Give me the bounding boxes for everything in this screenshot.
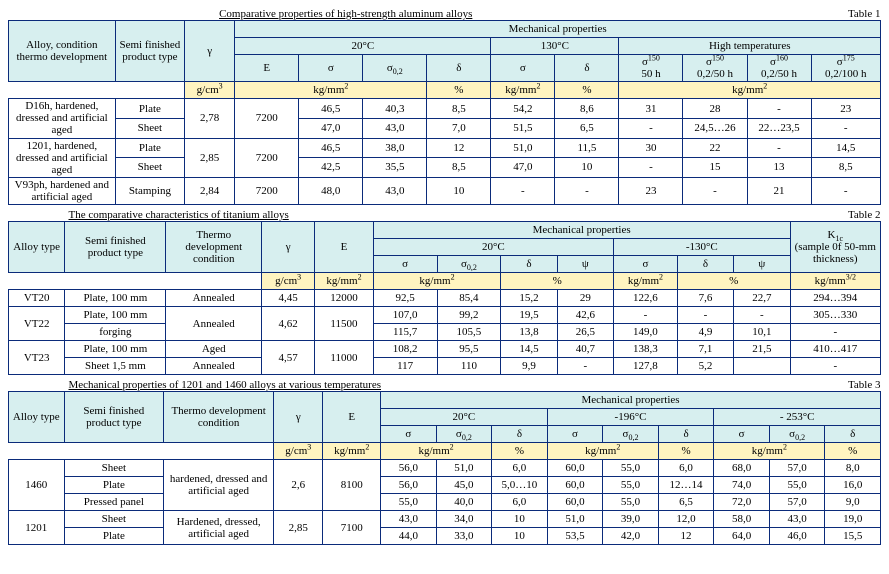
- h2-tm130: -130°C: [614, 239, 791, 256]
- h2-mech: Mechanical properties: [373, 222, 790, 239]
- table3-label: Table 3: [714, 379, 881, 392]
- h2-psi: ψ: [557, 256, 613, 273]
- u2-kgmm2-c: kg/mm2: [614, 273, 678, 290]
- h3-tm253: - 253°C: [714, 409, 881, 426]
- u2-kgmm2-b: kg/mm2: [373, 273, 501, 290]
- h-t20: 20°C: [235, 38, 491, 55]
- table-row: V93ph, hardened and artificial aged Stam…: [9, 177, 881, 204]
- table-row: Pressed panel 55,0 40,0 6,0 60,0 55,0 6,…: [9, 494, 881, 511]
- h2-gamma: γ: [262, 222, 315, 273]
- h-sigma: σ: [299, 55, 363, 82]
- u-gcm3: g/cm3: [185, 82, 235, 99]
- h-mech: Mechanical properties: [235, 21, 881, 38]
- h3-mech: Mechanical properties: [381, 392, 881, 409]
- table-row: Sheet 42,5 35,5 8,5 47,0 10 - 15 13 8,5: [9, 158, 881, 178]
- u2-gcm3: g/cm3: [262, 273, 315, 290]
- table-row: Sheet 47,0 43,0 7,0 51,5 6,5 - 24,5…26 2…: [9, 118, 881, 138]
- h2-d: δ: [501, 256, 557, 273]
- h-high: High temperatures: [619, 38, 881, 55]
- h3-alloy: Alloy type: [9, 392, 65, 443]
- table-row: 1201 Sheet Hardened, dressed, artificial…: [9, 511, 881, 528]
- table1-title: Comparative properties of high-strength …: [9, 8, 683, 21]
- table1-label: Table 1: [683, 8, 881, 21]
- h-s175-02100: σ1750,2/100 h: [811, 55, 880, 82]
- u-kgmm2-c: kg/mm2: [619, 82, 881, 99]
- h-alloy: Alloy, condition thermo development: [9, 21, 116, 82]
- table-row: 1460 Sheet hardened, dressed and artific…: [9, 460, 881, 477]
- table2: The comparative characteristics of titan…: [8, 209, 881, 375]
- h2-t20: 20°C: [373, 239, 613, 256]
- h3-tm196: -196°C: [547, 409, 714, 426]
- u-kgmm2-b: kg/mm2: [491, 82, 555, 99]
- table-row: VT22 Plate, 100 mm Annealed 4,62 11500 1…: [9, 307, 881, 324]
- h3-E: E: [323, 392, 381, 443]
- table3: Mechanical properties of 1201 and 1460 a…: [8, 379, 881, 545]
- table3-title: Mechanical properties of 1201 and 1460 a…: [9, 379, 714, 392]
- h3-semi: Semi finished product type: [64, 392, 164, 443]
- table2-title: The comparative characteristics of titan…: [9, 209, 678, 222]
- table-row: 1201, hardened, dressed and artificial a…: [9, 138, 881, 158]
- h2-sm: σ: [614, 256, 678, 273]
- h-s150-50: σ15050 h: [619, 55, 683, 82]
- h2-E: E: [315, 222, 373, 273]
- h2-psim: ψ: [734, 256, 790, 273]
- table-row: Plate 56,0 45,0 5,0…10 60,0 55,0 12…14 7…: [9, 477, 881, 494]
- h-s160-0250: σ1600,2/50 h: [747, 55, 811, 82]
- u2-kgmm32: kg/mm3/2: [790, 273, 880, 290]
- h2-semi: Semi finished product type: [65, 222, 166, 273]
- h3-t20: 20°C: [381, 409, 548, 426]
- h-s150-0250: σ1500,2/50 h: [683, 55, 747, 82]
- h-semi: Semi finished product type: [115, 21, 184, 82]
- table-row: forging 115,7 105,5 13,8 26,5 149,0 4,9 …: [9, 324, 881, 341]
- u-pct-b: %: [555, 82, 619, 99]
- u-kgmm2-a: kg/mm2: [235, 82, 427, 99]
- h2-k1c: K1c(sample 0f 50-mm thickness): [790, 222, 880, 273]
- u2-pct-b: %: [677, 273, 790, 290]
- u2-kgmm2-a: kg/mm2: [315, 273, 373, 290]
- table-row: Plate 44,0 33,0 10 53,5 42,0 12 64,0 46,…: [9, 528, 881, 545]
- h2-dm: δ: [677, 256, 733, 273]
- h3-thermo: Thermo development condition: [164, 392, 274, 443]
- h3-gamma: γ: [274, 392, 323, 443]
- h-delta-130: δ: [555, 55, 619, 82]
- table-row: VT20 Plate, 100 mm Annealed 4,45 12000 9…: [9, 290, 881, 307]
- table2-label: Table 2: [677, 209, 880, 222]
- h-delta: δ: [427, 55, 491, 82]
- table-row: Sheet 1,5 mm Annealed 117 110 9,9 - 127,…: [9, 358, 881, 375]
- u2-pct-a: %: [501, 273, 614, 290]
- h-t130: 130°C: [491, 38, 619, 55]
- h2-thermo: Thermo development condition: [166, 222, 262, 273]
- h2-alloy: Alloy type: [9, 222, 65, 273]
- h-gamma: γ: [185, 21, 235, 82]
- h-E: E: [235, 55, 299, 82]
- table1: Comparative properties of high-strength …: [8, 8, 881, 205]
- h-sigma-130: σ: [491, 55, 555, 82]
- u-pct-a: %: [427, 82, 491, 99]
- table-row: VT23 Plate, 100 mm Aged 4,57 11000 108,2…: [9, 341, 881, 358]
- h-sigma02: σ0,2: [363, 55, 427, 82]
- h2-s02: σ0,2: [437, 256, 501, 273]
- table-row: D16h, hardened, dressed and artificial a…: [9, 99, 881, 119]
- h2-s: σ: [373, 256, 437, 273]
